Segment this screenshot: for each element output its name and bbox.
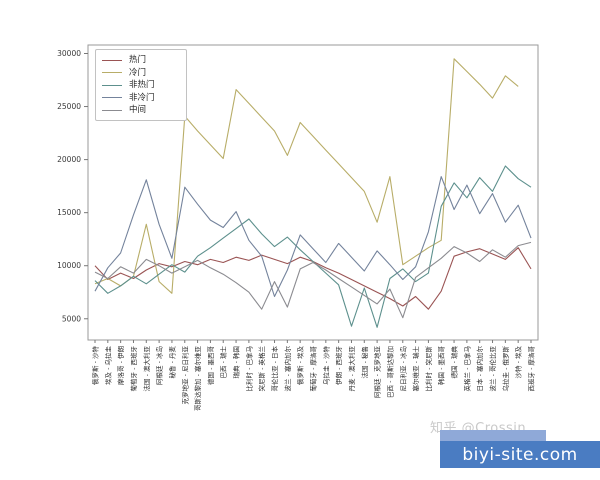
series-line-1 (94, 58, 519, 294)
x-tick-label: 乌拉圭 - 俄罗斯 (501, 346, 510, 392)
x-tick-label: 波兰 - 哥伦比亚 (488, 346, 497, 392)
y-tick-label: 5000 (62, 314, 81, 323)
x-tick-label: 葡萄牙 - 摩洛哥 (309, 346, 318, 392)
series-line-2 (94, 165, 532, 328)
x-tick-label: 阿根廷 - 克罗地亚 (373, 346, 382, 398)
x-tick-label: 日本 - 塞内加尔 (475, 346, 484, 392)
legend-item-0: 热门 (102, 54, 180, 67)
y-tick-label: 20000 (57, 155, 81, 164)
x-tick-label: 葡萄牙 - 西班牙 (129, 346, 138, 392)
legend-item-2: 非热门 (102, 79, 180, 92)
legend-item-4: 中间 (102, 104, 180, 117)
x-tick-label: 巴西 - 瑞士 (219, 346, 228, 379)
legend-label: 非热门 (129, 80, 155, 90)
x-tick-label: 德国 - 瑞典 (450, 346, 459, 379)
y-tick-label: 10000 (57, 261, 81, 270)
site-banner: biyi-site.com (440, 441, 600, 468)
legend-label: 冷门 (129, 67, 147, 78)
site-url-text: biyi-site.com (462, 444, 578, 465)
x-tick-label: 尼日利亚 - 冰岛 (398, 346, 407, 391)
x-tick-label: 哥伦比亚 - 日本 (270, 346, 279, 392)
legend-label: 热门 (129, 55, 147, 65)
x-tick-label: 哥斯达黎加 - 塞尔维亚 (193, 346, 202, 411)
x-tick-label: 秘鲁 - 丹麦 (167, 346, 176, 379)
x-tick-label: 乌拉圭 - 沙特 (321, 346, 330, 385)
x-tick-label: 克罗地亚 - 尼日利亚 (180, 346, 189, 405)
x-tick-label: 法国 - 秘鲁 (360, 346, 369, 378)
legend-line-swatch (102, 97, 122, 99)
x-tick-label: 西班牙 - 摩洛哥 (527, 346, 536, 392)
x-tick-label: 塞尔维亚 - 瑞士 (411, 346, 420, 392)
x-tick-label: 德国 - 墨西哥 (206, 346, 215, 385)
series-line-3 (94, 176, 532, 298)
x-tick-label: 摩洛哥 - 伊朗 (116, 346, 125, 385)
legend-line-swatch (102, 72, 122, 74)
x-tick-label: 波兰 - 塞内加尔 (283, 346, 292, 392)
x-tick-label: 埃及 - 乌拉圭 (103, 346, 112, 385)
x-tick-label: 巴西 - 哥斯达黎加 (385, 346, 394, 398)
series-line-4 (94, 241, 532, 319)
legend-label: 非冷门 (129, 92, 155, 103)
site-banner-accent (440, 430, 546, 443)
chart-legend: 热门冷门非热门非冷门中间 (95, 49, 187, 121)
x-tick-label: 法国 - 澳大利亚 (142, 346, 151, 392)
legend-line-swatch (102, 109, 122, 111)
x-tick-label: 比利时 - 突尼斯 (424, 346, 433, 392)
x-tick-label: 比利时 - 巴拿马 (244, 346, 253, 391)
x-tick-label: 丹麦 - 澳大利亚 (347, 346, 356, 392)
x-tick-label: 韩国 - 墨西哥 (437, 346, 446, 385)
legend-label: 中间 (129, 105, 147, 115)
x-tick-label: 俄罗斯 - 埃及 (296, 346, 305, 385)
y-tick-label: 15000 (57, 208, 81, 217)
legend-item-3: 非冷门 (102, 92, 180, 105)
x-tick-label: 阿根廷 - 冰岛 (155, 346, 164, 385)
x-tick-label: 俄罗斯 - 沙特 (91, 346, 100, 385)
y-tick-label: 25000 (57, 102, 81, 111)
x-tick-label: 沙特 - 埃及 (514, 346, 523, 379)
x-tick-label: 瑞典 - 韩国 (232, 346, 241, 378)
series-line-0 (94, 247, 532, 310)
legend-line-swatch (102, 84, 122, 86)
legend-item-1: 冷门 (102, 67, 180, 80)
legend-line-swatch (102, 59, 122, 61)
x-tick-label: 突尼斯 - 英格兰 (257, 346, 266, 392)
x-tick-label: 伊朗 - 西班牙 (334, 346, 343, 385)
x-tick-label: 英格兰 - 巴拿马 (462, 346, 471, 391)
y-tick-label: 30000 (57, 49, 81, 58)
